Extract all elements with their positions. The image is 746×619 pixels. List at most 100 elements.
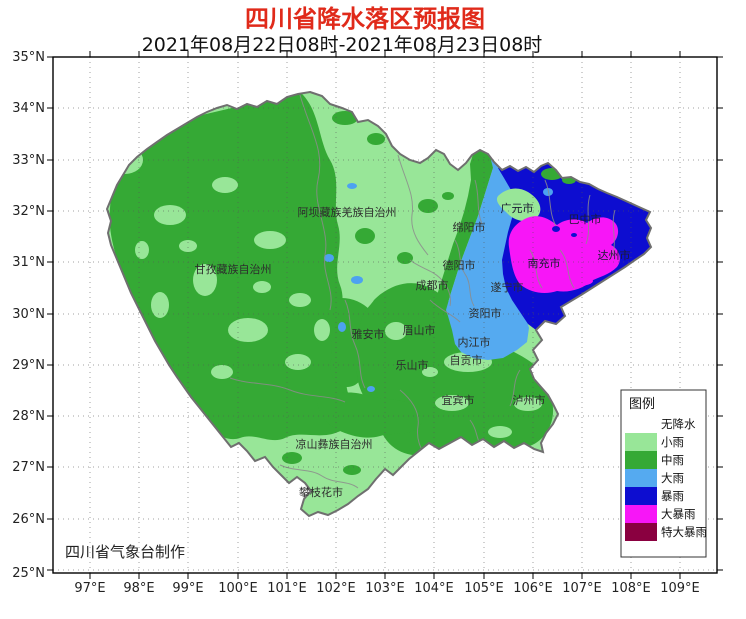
lon-tick-label: 102°E	[316, 581, 356, 596]
city-label: 自贡市	[450, 353, 483, 367]
city-label: 攀枝花市	[299, 485, 343, 499]
grid-lines	[53, 57, 717, 573]
patch	[385, 322, 407, 340]
patch	[442, 192, 454, 200]
city-label: 成都市	[416, 278, 449, 292]
lon-tick-label: 109°E	[660, 581, 700, 596]
lon-axis-labels: 97°E 98°E 99°E 100°E 101°E 102°E 103°E 1…	[74, 581, 699, 596]
legend-swatch	[625, 469, 657, 487]
storm-specks-in-heavy-storm	[552, 226, 577, 237]
patch	[343, 465, 361, 475]
city-label: 阿坝藏族羌族自治州	[298, 205, 397, 219]
patch	[314, 319, 330, 341]
legend-item-label: 无降水	[661, 417, 696, 431]
forecast-period: 2021年08月22日08时-2021年08月23日08时	[142, 34, 543, 56]
legend-swatch	[625, 451, 657, 469]
legend-item-label: 中雨	[661, 453, 684, 467]
city-labels: 阿坝藏族羌族自治州 甘孜藏族自治州 广元市 绵阳市 巴中市 达州市 南充市 德阳…	[195, 201, 631, 499]
city-label: 资阳市	[469, 306, 502, 320]
patch	[212, 177, 238, 193]
legend-item-label: 特大暴雨	[661, 525, 707, 539]
lat-tick-label: 33°N	[12, 153, 45, 168]
city-label: 德阳市	[443, 258, 476, 272]
lat-axis-labels: 35°N 34°N 33°N 32°N 31°N 30°N 29°N 28°N …	[12, 50, 45, 581]
lon-tick-label: 106°E	[513, 581, 553, 596]
lat-tick-label: 30°N	[12, 307, 45, 322]
lat-tick-label: 26°N	[12, 512, 45, 527]
lat-tick-label: 31°N	[12, 255, 45, 270]
patch	[282, 452, 302, 464]
legend-swatch	[625, 433, 657, 451]
patch	[193, 264, 217, 296]
page-title: 四川省降水落区预报图	[245, 5, 485, 33]
patch	[228, 318, 268, 342]
legend-swatch	[625, 523, 657, 541]
city-label: 泸州市	[513, 393, 546, 407]
lake	[338, 322, 346, 332]
lakes	[324, 183, 553, 392]
legend-item-label: 大暴雨	[661, 507, 696, 521]
map-fill-layers	[107, 92, 651, 516]
city-label: 绵阳市	[453, 220, 486, 234]
legend-swatch	[625, 415, 657, 429]
patch	[211, 365, 233, 379]
lat-tick-label: 25°N	[12, 566, 45, 581]
lat-tick-label: 35°N	[12, 50, 45, 65]
legend: 图例 无降水 小雨 中雨 大雨 暴雨 大暴雨 特大暴雨	[620, 389, 707, 558]
legend-swatch	[625, 505, 657, 523]
city-label: 甘孜藏族自治州	[195, 262, 272, 276]
lake	[367, 386, 375, 392]
legend-item-label: 大雨	[661, 471, 684, 485]
patch	[285, 354, 311, 370]
patch	[179, 240, 197, 252]
patch	[289, 293, 311, 307]
lake	[324, 254, 334, 262]
city-label: 遂宁市	[491, 280, 524, 294]
moderate-liangshan	[317, 392, 423, 438]
lon-tick-label: 97°E	[74, 581, 105, 596]
lon-tick-label: 101°E	[267, 581, 307, 596]
lon-tick-label: 98°E	[123, 581, 154, 596]
patch	[253, 281, 271, 293]
patch	[488, 426, 512, 438]
prefecture-boundaries	[229, 94, 616, 489]
patch	[397, 252, 413, 264]
patch	[422, 367, 438, 377]
lon-tick-label: 105°E	[464, 581, 504, 596]
patch	[135, 241, 149, 259]
patch	[563, 276, 593, 286]
lon-tick-label: 103°E	[365, 581, 405, 596]
lon-tick-label: 107°E	[562, 581, 602, 596]
city-label: 广元市	[501, 201, 534, 215]
city-label: 雅安市	[352, 327, 385, 341]
lake	[351, 276, 363, 284]
patch	[254, 231, 286, 249]
patch	[514, 397, 542, 411]
city-label: 巴中市	[569, 212, 602, 226]
lat-tick-label: 28°N	[12, 409, 45, 424]
patch	[571, 233, 577, 237]
lon-tick-label: 99°E	[172, 581, 203, 596]
lake	[347, 183, 357, 189]
patch	[418, 199, 438, 213]
patch	[154, 205, 186, 225]
patch	[355, 228, 375, 244]
patch	[552, 226, 560, 232]
lat-tick-label: 32°N	[12, 204, 45, 219]
patch	[367, 133, 385, 145]
legend-item-label: 暴雨	[661, 489, 684, 503]
legend-title: 图例	[629, 397, 655, 412]
legend-item-label: 小雨	[661, 435, 684, 449]
moderate-band	[434, 148, 498, 310]
city-label: 乐山市	[396, 358, 429, 372]
city-label: 宜宾市	[442, 393, 475, 407]
patch	[435, 395, 469, 411]
lat-tick-label: 27°N	[12, 460, 45, 475]
legend-swatch	[625, 487, 657, 505]
province-border	[105, 90, 653, 518]
city-label: 南充市	[528, 256, 561, 270]
patch	[332, 111, 358, 125]
lon-tick-label: 108°E	[611, 581, 651, 596]
